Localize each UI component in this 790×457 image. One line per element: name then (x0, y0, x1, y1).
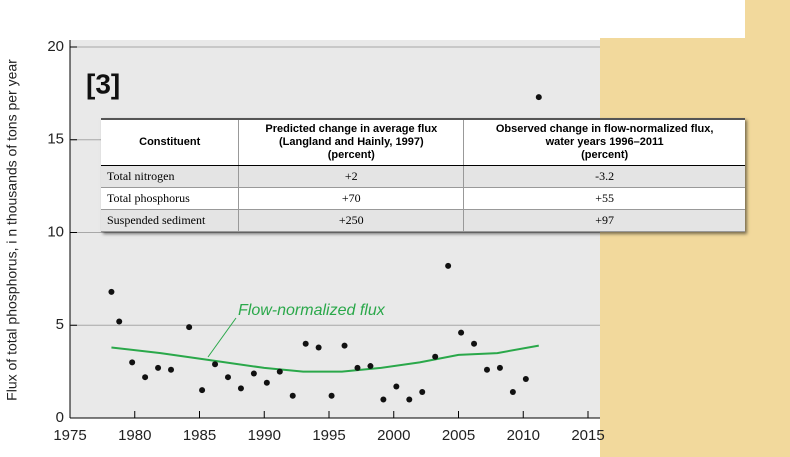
data-point (432, 353, 439, 360)
x-tick-label: 1995 (312, 427, 345, 444)
column-header: Constituent (101, 118, 239, 166)
column-header: Observed change in flow-normalized flux,… (463, 118, 745, 166)
trend-line (111, 344, 539, 373)
x-tick-label: 1985 (183, 427, 216, 444)
table-cell: +55 (463, 187, 745, 210)
series-label: Flow-normalized flux (238, 302, 386, 319)
y-tick-label: 0 (56, 409, 64, 426)
header-band (0, 0, 745, 38)
header-row: Constituent Predicted change in average f… (101, 118, 745, 166)
table-cell: +250 (238, 209, 464, 232)
data-point (522, 376, 529, 383)
data-point (328, 392, 335, 399)
data-point (263, 379, 270, 386)
table-cell: +70 (238, 187, 464, 210)
x-tick-label: 2000 (377, 427, 410, 444)
x-tick-label: 2015 (571, 427, 604, 444)
data-point (315, 344, 322, 351)
y-tick-label: 15 (47, 131, 64, 148)
header-line: Constituent (139, 136, 201, 148)
table-cell: +97 (463, 209, 745, 232)
change-table: Constituent Predicted change in average f… (101, 118, 745, 232)
leader-line (207, 317, 237, 358)
data-point (212, 361, 219, 368)
table-row: Total phosphorus +70 +55 (101, 187, 745, 210)
table-row: Total nitrogen +2 -3.2 (101, 165, 745, 188)
data-point (237, 385, 244, 392)
data-point (116, 318, 123, 325)
data-point (354, 364, 361, 371)
y-tick-label: 20 (47, 38, 64, 55)
data-point (224, 374, 231, 381)
data-point (367, 363, 374, 370)
data-point (393, 383, 400, 390)
y-tick-label: 5 (56, 316, 64, 333)
data-point (483, 366, 490, 373)
data-point (341, 342, 348, 349)
data-point (186, 324, 193, 331)
table-cell: Total phosphorus (101, 187, 239, 210)
data-point (509, 389, 516, 396)
data-point (168, 366, 175, 373)
data-point (289, 392, 296, 399)
data-point (129, 359, 136, 366)
data-point (471, 340, 478, 347)
data-point (250, 370, 257, 377)
table-cell: Total nitrogen (101, 165, 239, 188)
table-row: Suspended sediment +250 +97 (101, 209, 745, 232)
header-line: Observed change in flow-normalized flux, (495, 123, 714, 135)
x-tick-label: 2005 (442, 427, 475, 444)
table-cell: -3.2 (463, 165, 745, 188)
x-tick-label: 2010 (507, 427, 540, 444)
data-point (302, 340, 309, 347)
data-point (419, 389, 426, 396)
column-header: Predicted change in average flux (Langlan… (238, 118, 464, 166)
x-tick-label: 1980 (118, 427, 151, 444)
y-axis-label: Flux of total phosphorus, i n thousands … (4, 59, 20, 401)
x-tick-label: 1975 (53, 427, 86, 444)
table-cell: Suspended sediment (101, 209, 239, 232)
data-point (445, 262, 452, 269)
x-tick-label: 1990 (248, 427, 281, 444)
data-point (142, 374, 149, 381)
data-point (535, 94, 542, 101)
data-point (458, 329, 465, 336)
table-cell: +2 (238, 165, 464, 188)
header-line: Predicted change in average flux (265, 123, 438, 135)
data-point (406, 396, 413, 403)
y-tick-label: 10 (47, 223, 64, 240)
header-line: (Langland and Hainly, 1997) (278, 136, 424, 148)
header-line: (percent) (327, 149, 375, 161)
data-point (380, 396, 387, 403)
header-line: water years 1996–2011 (545, 136, 664, 148)
data-point (108, 288, 115, 295)
header-line: (percent) (581, 149, 629, 161)
data-point (199, 387, 206, 394)
panel-label: [3] (86, 68, 120, 99)
data-point (155, 364, 162, 371)
data-point (276, 368, 283, 375)
data-point (496, 364, 503, 371)
